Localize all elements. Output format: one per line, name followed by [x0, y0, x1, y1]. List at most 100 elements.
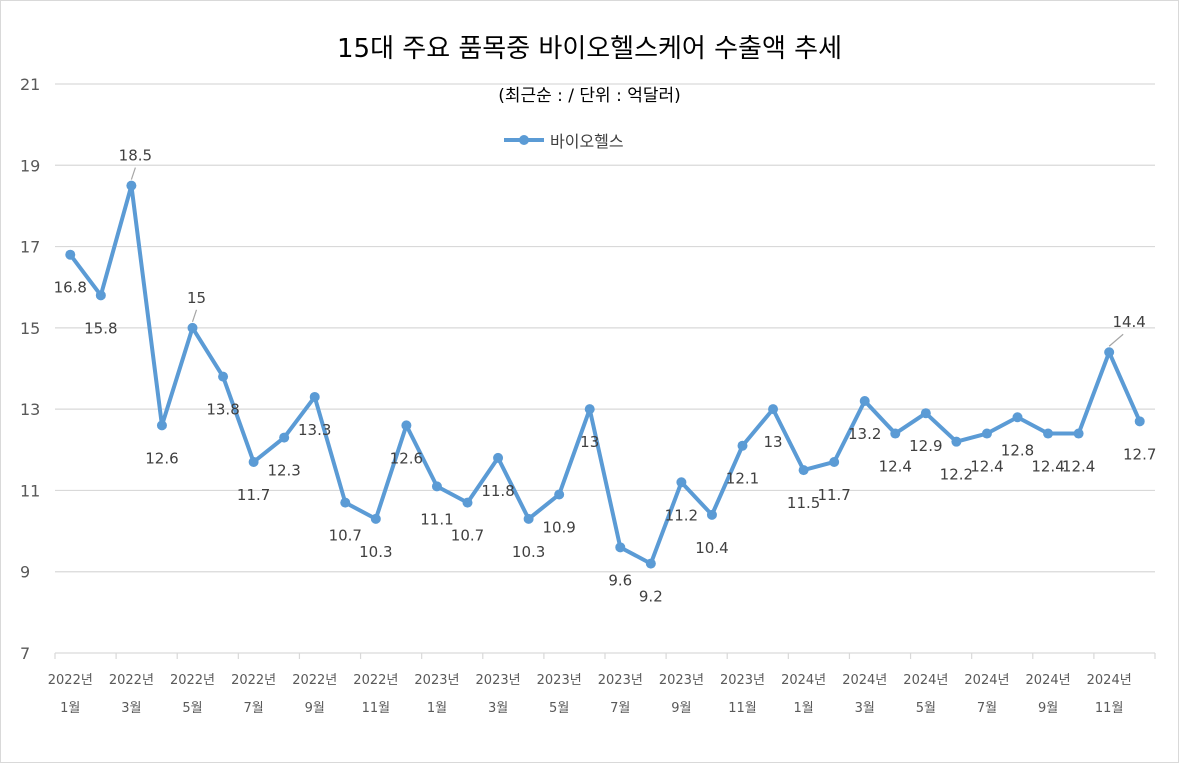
- data-label: 13.8: [206, 401, 239, 419]
- data-point: [1104, 347, 1115, 358]
- data-point: [279, 432, 290, 443]
- data-label: 10.3: [512, 543, 545, 561]
- data-point: [156, 420, 167, 431]
- x-tick-label-year: 2022년: [231, 673, 276, 688]
- data-point: [951, 436, 962, 447]
- x-tick-label-year: 2023년: [598, 673, 643, 688]
- x-tick-label-year: 2022년: [109, 673, 154, 688]
- data-point: [798, 465, 809, 476]
- x-tick-label-month: 9월: [305, 701, 325, 716]
- x-tick-label-month: 9월: [671, 701, 691, 716]
- series-line: [68, 183, 1142, 566]
- x-tick-label-month: 3월: [488, 701, 508, 716]
- chart-title: 15대 주요 품목중 바이오헬스케어 수출액 추세: [337, 34, 842, 64]
- data-label: 12.7: [1123, 445, 1156, 463]
- data-point: [126, 180, 137, 191]
- x-tick-label-month: 7월: [243, 701, 263, 716]
- data-point: [829, 456, 840, 467]
- data-point: [615, 542, 626, 553]
- data-point: [584, 404, 595, 415]
- y-tick-label: 11: [20, 481, 40, 500]
- x-tick-label-year: 2022년: [170, 673, 215, 688]
- data-label: 11.8: [481, 482, 514, 500]
- y-tick-label: 15: [20, 319, 40, 338]
- data-point: [370, 513, 381, 524]
- x-tick-label-month: 5월: [916, 701, 936, 716]
- data-point: [493, 452, 504, 463]
- y-tick-label: 7: [20, 644, 30, 663]
- data-point: [431, 481, 442, 492]
- x-tick-label-year: 2023년: [720, 673, 765, 688]
- data-label: 11.1: [420, 510, 453, 528]
- x-tick-label-year: 2022년: [48, 673, 93, 688]
- data-label: 11.2: [665, 506, 698, 524]
- data-label: 11.7: [817, 486, 850, 504]
- x-tick-label-month: 1월: [793, 701, 813, 716]
- data-point: [645, 558, 656, 569]
- data-point: [890, 428, 901, 439]
- data-label: 13: [764, 433, 783, 451]
- x-tick-label-month: 11월: [362, 701, 391, 716]
- data-label: 18.5: [119, 147, 152, 165]
- x-tick-label-month: 7월: [610, 701, 630, 716]
- y-tick-label: 13: [20, 400, 40, 419]
- x-tick-label-month: 5월: [182, 701, 202, 716]
- data-label: 12.6: [390, 449, 423, 467]
- data-label: 10.9: [542, 518, 575, 536]
- data-label: 13: [580, 433, 599, 451]
- data-point: [737, 440, 748, 451]
- data-label: 10.7: [451, 527, 484, 545]
- x-tick-label-year: 2024년: [964, 673, 1009, 688]
- data-label: 12.4: [1031, 458, 1064, 476]
- data-point: [462, 497, 473, 508]
- x-tick-label-month: 11월: [728, 701, 757, 716]
- x-tick-label-year: 2024년: [842, 673, 887, 688]
- legend-line-marker-icon: [504, 135, 544, 145]
- x-tick-label-year: 2023년: [659, 673, 704, 688]
- data-label: 13.2: [848, 425, 881, 443]
- x-tick-label-year: 2024년: [1026, 673, 1071, 688]
- data-label: 12.9: [909, 437, 942, 455]
- data-label: 12.6: [145, 449, 178, 467]
- x-tick-label-year: 2024년: [781, 673, 826, 688]
- y-tick-label: 9: [20, 563, 30, 582]
- data-label: 13.3: [298, 421, 331, 439]
- label-leader-line: [130, 167, 136, 180]
- data-label: 11.5: [787, 494, 820, 512]
- data-point: [768, 404, 779, 415]
- data-point: [554, 489, 565, 500]
- data-point: [523, 513, 534, 524]
- x-tick-label-year: 2023년: [476, 673, 521, 688]
- data-label: 15.8: [84, 319, 117, 337]
- legend: 바이오헬스: [502, 130, 624, 151]
- data-label: 9.6: [608, 571, 632, 589]
- data-point: [65, 249, 76, 260]
- data-point: [309, 391, 320, 402]
- x-tick-label-year: 2024년: [903, 673, 948, 688]
- data-label: 15: [187, 289, 206, 307]
- data-point: [706, 509, 717, 520]
- data-point: [401, 420, 412, 431]
- data-label: 10.4: [695, 539, 728, 557]
- data-point: [1043, 428, 1054, 439]
- data-label: 10.3: [359, 543, 392, 561]
- data-label: 14.4: [1112, 313, 1145, 331]
- x-tick-label-month: 1월: [427, 701, 447, 716]
- data-point: [1012, 412, 1023, 423]
- y-tick-label: 19: [20, 156, 40, 175]
- data-point: [859, 396, 870, 407]
- x-tick-label-year: 2022년: [353, 673, 398, 688]
- x-tick-label-month: 3월: [855, 701, 875, 716]
- x-tick-label-month: 11월: [1095, 701, 1124, 716]
- y-tick-label: 21: [20, 75, 40, 94]
- legend-label: 바이오헬스: [550, 132, 624, 151]
- data-point: [218, 371, 229, 382]
- data-point: [1134, 416, 1145, 427]
- data-point: [248, 456, 259, 467]
- data-label: 12.4: [970, 458, 1003, 476]
- data-label: 16.8: [54, 279, 87, 297]
- x-tick-label-year: 2023년: [537, 673, 582, 688]
- data-label: 11.7: [237, 486, 270, 504]
- data-point: [95, 290, 106, 301]
